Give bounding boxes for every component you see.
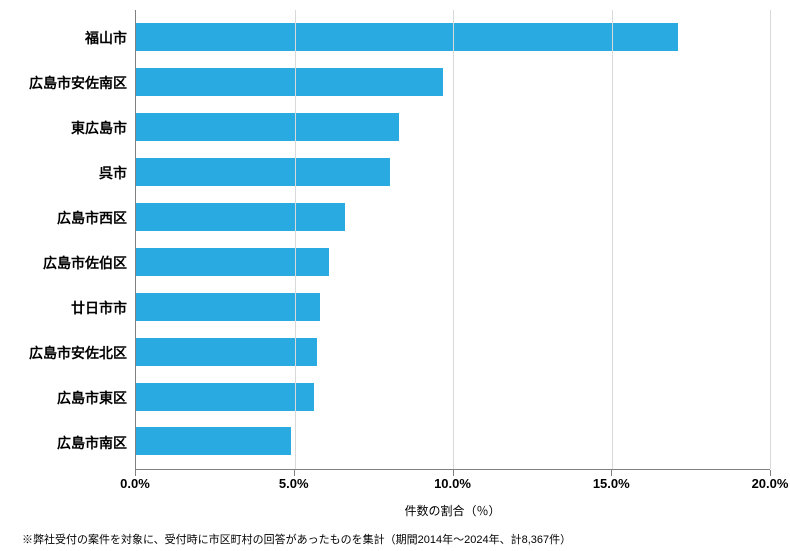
- y-axis-label: 広島市佐伯区: [20, 256, 135, 270]
- bar: [136, 248, 329, 276]
- y-axis-label: 広島市安佐南区: [20, 76, 135, 90]
- y-axis-label: 広島市安佐北区: [20, 346, 135, 360]
- gridline: [770, 10, 771, 469]
- y-axis-label: 呉市: [20, 166, 135, 180]
- chart-footnote: ※弊社受付の案件を対象に、受付時に市区町村の回答があったものを集計（期間2014…: [20, 531, 770, 547]
- gridline: [295, 10, 296, 469]
- bars-area: [135, 10, 770, 470]
- bar: [136, 338, 317, 366]
- bar: [136, 68, 443, 96]
- x-tick-label: 20.0%: [752, 476, 789, 491]
- bar: [136, 203, 345, 231]
- y-axis-label: 東広島市: [20, 121, 135, 135]
- x-tick-label: 15.0%: [593, 476, 630, 491]
- y-axis-label: 広島市南区: [20, 436, 135, 450]
- x-tick-label: 0.0%: [120, 476, 150, 491]
- x-tick-label: 10.0%: [434, 476, 471, 491]
- bar: [136, 158, 390, 186]
- bar: [136, 23, 678, 51]
- bar: [136, 427, 291, 455]
- y-axis-label: 広島市西区: [20, 211, 135, 225]
- bar: [136, 383, 314, 411]
- y-axis-label: 広島市東区: [20, 391, 135, 405]
- gridline: [612, 10, 613, 469]
- plot-area: 福山市広島市安佐南区東広島市呉市広島市西区広島市佐伯区廿日市市広島市安佐北区広島…: [20, 10, 770, 470]
- chart-container: 福山市広島市安佐南区東広島市呉市広島市西区広島市佐伯区廿日市市広島市安佐北区広島…: [0, 0, 790, 551]
- y-axis-label: 廿日市市: [20, 301, 135, 315]
- bar: [136, 293, 320, 321]
- x-axis-title: 件数の割合（％）: [135, 502, 770, 519]
- y-axis-labels: 福山市広島市安佐南区東広島市呉市広島市西区広島市佐伯区廿日市市広島市安佐北区広島…: [20, 10, 135, 470]
- bar: [136, 113, 399, 141]
- x-tick-label: 5.0%: [279, 476, 309, 491]
- gridline: [453, 10, 454, 469]
- y-axis-label: 福山市: [20, 31, 135, 45]
- x-axis: 0.0%5.0%10.0%15.0%20.0%: [135, 470, 770, 500]
